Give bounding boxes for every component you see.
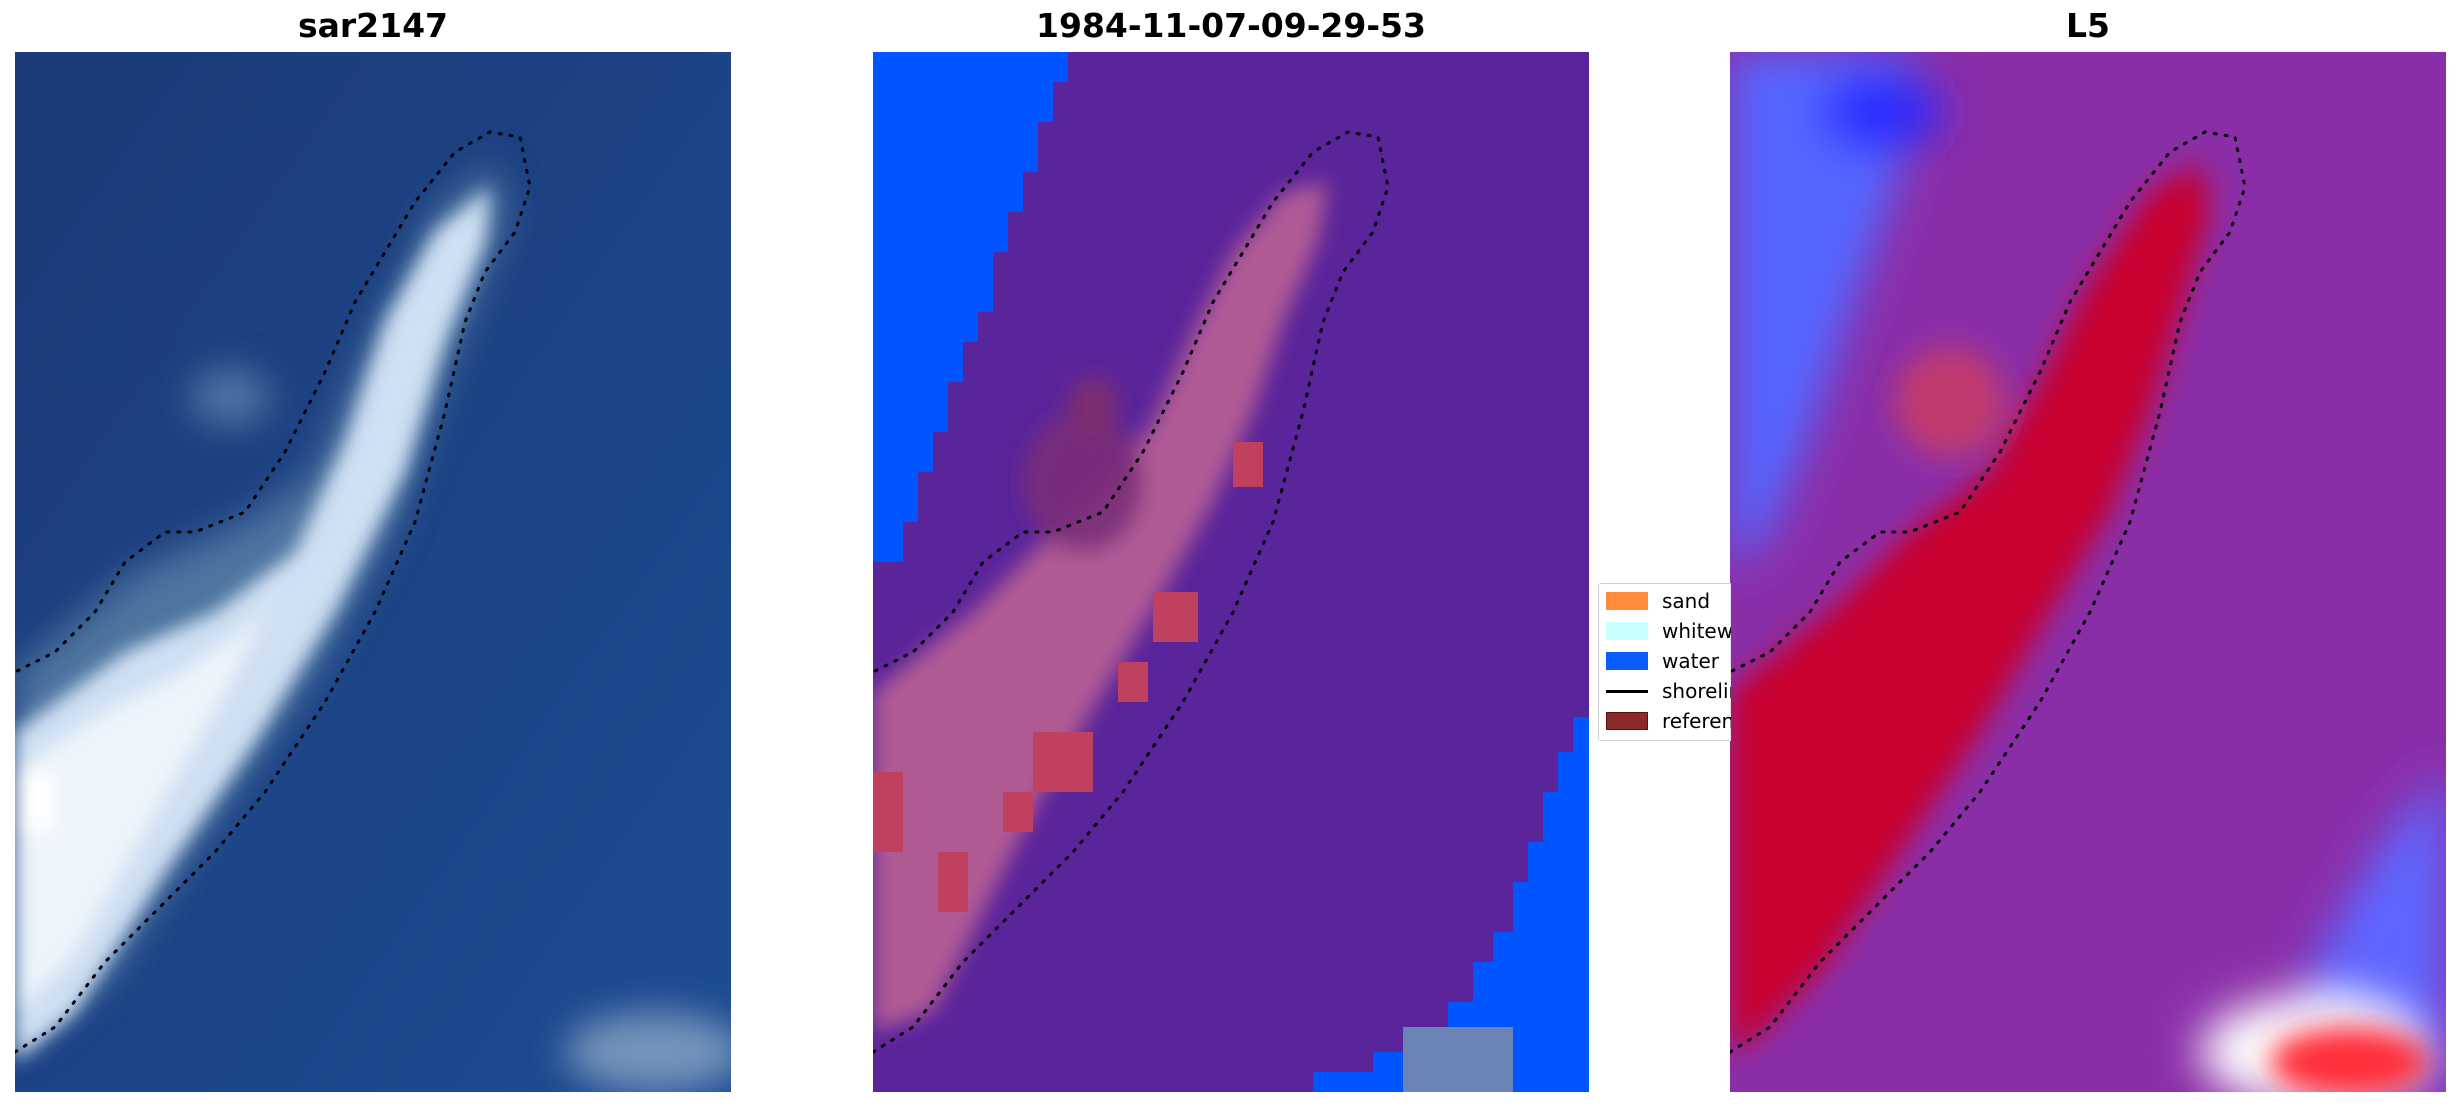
legend-item-shoreline: shoreline xyxy=(1606,679,1731,703)
legend-label-shoreline: shoreline xyxy=(1662,679,1731,703)
reference-shoreline-3 xyxy=(1730,130,2247,1054)
whitewater-swatch xyxy=(1606,622,1648,640)
panel-title-classification: 1984-11-07-09-29-53 xyxy=(1036,6,1426,45)
shoreline-swatch xyxy=(1606,689,1648,693)
legend-item-reference: reference shoreline xyxy=(1606,709,1731,733)
reference-shoreline xyxy=(15,130,532,1054)
panel-title-rgb: sar2147 xyxy=(297,6,449,45)
legend-item-water: water xyxy=(1606,649,1719,673)
legend-label-water: water xyxy=(1662,649,1719,673)
classification-image xyxy=(873,52,1589,1092)
legend-item-sand: sand xyxy=(1606,589,1710,613)
legend-item-whitewater: whitewater xyxy=(1606,619,1731,643)
index-image xyxy=(1730,52,2446,1092)
reference-shoreline-2 xyxy=(873,130,1390,1054)
legend-label-reference: reference shoreline xyxy=(1662,709,1731,733)
water-region xyxy=(873,52,1068,562)
legend-label-whitewater: whitewater xyxy=(1662,619,1731,643)
water-region-2 xyxy=(1313,717,1589,1092)
rgb-image xyxy=(15,52,731,1092)
water-swatch xyxy=(1606,652,1648,670)
panel-title-index: L5 xyxy=(2066,6,2110,45)
index-panel xyxy=(1730,52,2446,1092)
legend: sand whitewater water shoreline referenc… xyxy=(1598,583,1731,741)
reference-swatch xyxy=(1606,712,1648,730)
rgb-image-panel xyxy=(15,52,731,1092)
classification-panel xyxy=(873,52,1589,1092)
sand-swatch xyxy=(1606,592,1648,610)
legend-box: sand whitewater water shoreline referenc… xyxy=(1598,583,1731,741)
legend-label-sand: sand xyxy=(1662,589,1711,613)
